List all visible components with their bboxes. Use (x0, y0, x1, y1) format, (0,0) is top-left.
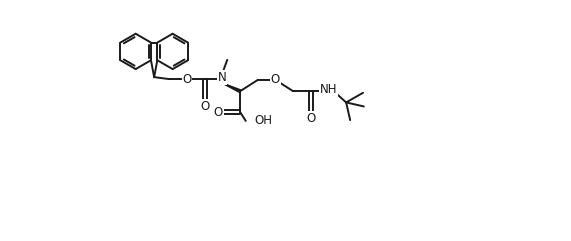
Text: N: N (218, 71, 227, 84)
Text: O: O (214, 106, 223, 119)
Text: O: O (306, 112, 315, 125)
Text: O: O (183, 73, 192, 86)
Text: OH: OH (255, 114, 272, 127)
Text: O: O (200, 100, 210, 113)
Polygon shape (223, 83, 241, 93)
Text: O: O (271, 74, 280, 87)
Text: NH: NH (320, 83, 337, 96)
